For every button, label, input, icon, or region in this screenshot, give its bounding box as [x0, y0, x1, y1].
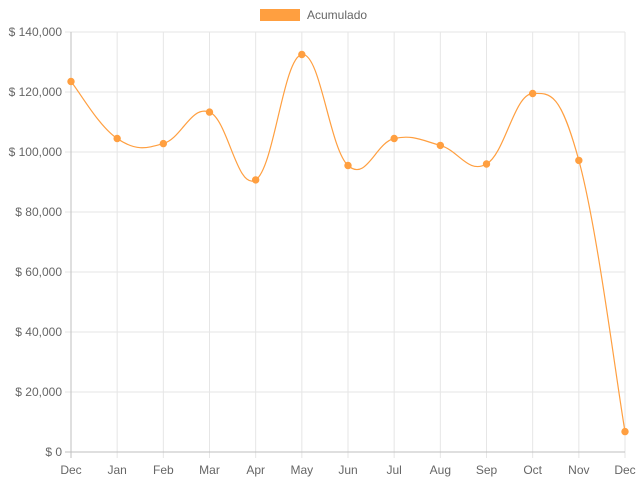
- x-axis-ticks: Dec Jan Feb Mar Apr May Jun Jul Aug Sep Oct Nov Dec: [60, 463, 635, 477]
- data-point[interactable]: [251, 176, 260, 184]
- data-point[interactable]: [205, 108, 214, 116]
- grid: [65, 31, 626, 458]
- y-tick-label: $ 100,000: [9, 145, 63, 159]
- data-point[interactable]: [482, 160, 491, 168]
- y-tick-label: $ 20,000: [15, 385, 62, 399]
- y-tick-label: $ 80,000: [15, 205, 62, 219]
- y-axis-ticks: $ 0 $ 20,000 $ 40,000 $ 60,000 $ 80,000 $ 100…: [9, 25, 63, 459]
- x-tick-label: Apr: [246, 463, 265, 477]
- x-tick-label: Feb: [153, 463, 174, 477]
- y-tick-label: $ 140,000: [9, 25, 63, 39]
- x-tick-label: Sep: [476, 463, 498, 477]
- data-point[interactable]: [344, 161, 352, 170]
- data-point[interactable]: [113, 134, 121, 143]
- y-tick-label: $ 0: [45, 445, 62, 459]
- data-point[interactable]: [298, 50, 306, 59]
- data-point[interactable]: [575, 156, 583, 165]
- x-tick-label: Dec: [614, 463, 635, 477]
- axes: [70, 32, 625, 453]
- x-tick-label: Mar: [199, 463, 220, 477]
- data-point[interactable]: [67, 77, 75, 86]
- data-points[interactable]: [67, 50, 629, 436]
- data-point[interactable]: [528, 89, 537, 98]
- legend-swatch: [260, 9, 300, 21]
- legend-label-acumulado: Acumulado: [307, 8, 367, 22]
- x-tick-label: Jun: [338, 463, 357, 477]
- x-tick-label: Oct: [523, 463, 542, 477]
- data-point[interactable]: [390, 134, 398, 143]
- x-tick-label: Dec: [60, 463, 81, 477]
- y-tick-label: $ 120,000: [9, 85, 63, 99]
- x-tick-label: May: [290, 463, 313, 477]
- x-tick-label: Nov: [568, 463, 589, 477]
- data-point[interactable]: [159, 139, 168, 148]
- y-tick-label: $ 60,000: [15, 265, 62, 279]
- data-point[interactable]: [436, 141, 445, 150]
- y-tick-label: $ 40,000: [15, 325, 62, 339]
- data-point[interactable]: [621, 427, 629, 436]
- x-tick-label: Jul: [386, 463, 401, 477]
- legend[interactable]: Acumulado: [260, 8, 367, 22]
- x-tick-label: Jan: [107, 463, 126, 477]
- x-tick-label: Aug: [430, 463, 451, 477]
